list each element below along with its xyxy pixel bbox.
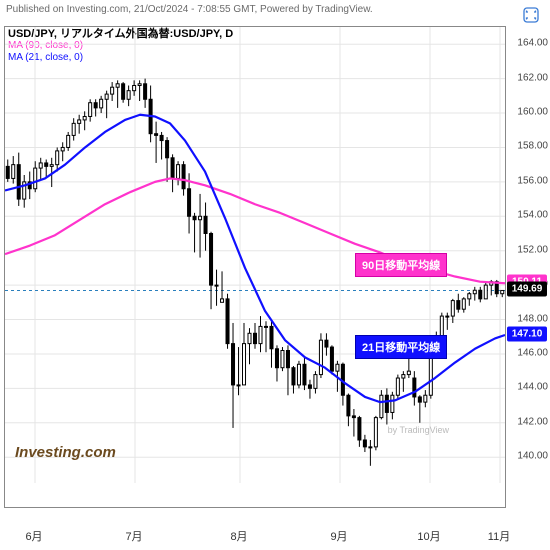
maximize-icon[interactable] bbox=[522, 6, 540, 24]
ma90-annotation: 90日移動平均線 bbox=[355, 253, 447, 277]
chart-container: Published on Investing.com, 21/Oct/2024 … bbox=[0, 0, 550, 550]
x-tick-label: 6月 bbox=[25, 528, 42, 544]
y-tick-label: 158.00 bbox=[508, 141, 548, 152]
ma21-annotation: 21日移動平均線 bbox=[355, 335, 447, 359]
published-text: Published on Investing.com, 21/Oct/2024 … bbox=[6, 4, 373, 15]
price-tag: 147.10 bbox=[507, 327, 547, 342]
y-tick-label: 164.00 bbox=[508, 38, 548, 49]
y-tick-label: 148.00 bbox=[508, 313, 548, 324]
x-tick-label: 11月 bbox=[488, 528, 510, 544]
x-tick-label: 8月 bbox=[230, 528, 247, 544]
investing-logo: Investing.com bbox=[15, 444, 116, 461]
y-tick-label: 146.00 bbox=[508, 347, 548, 358]
x-tick-label: 9月 bbox=[330, 528, 347, 544]
y-tick-label: 162.00 bbox=[508, 72, 548, 83]
price-tag: 149.69 bbox=[507, 282, 547, 297]
x-tick-label: 10月 bbox=[417, 528, 440, 544]
y-tick-label: 140.00 bbox=[508, 451, 548, 462]
y-tick-label: 156.00 bbox=[508, 175, 548, 186]
x-tick-label: 7月 bbox=[125, 528, 142, 544]
y-tick-label: 160.00 bbox=[508, 107, 548, 118]
tradingview-logo: by TradingView bbox=[384, 423, 453, 437]
y-tick-label: 142.00 bbox=[508, 416, 548, 427]
plot-area[interactable]: 90日移動平均線 21日移動平均線 Investing.com by Tradi… bbox=[4, 26, 506, 508]
y-tick-label: 154.00 bbox=[508, 210, 548, 221]
y-tick-label: 152.00 bbox=[508, 244, 548, 255]
y-tick-label: 144.00 bbox=[508, 382, 548, 393]
